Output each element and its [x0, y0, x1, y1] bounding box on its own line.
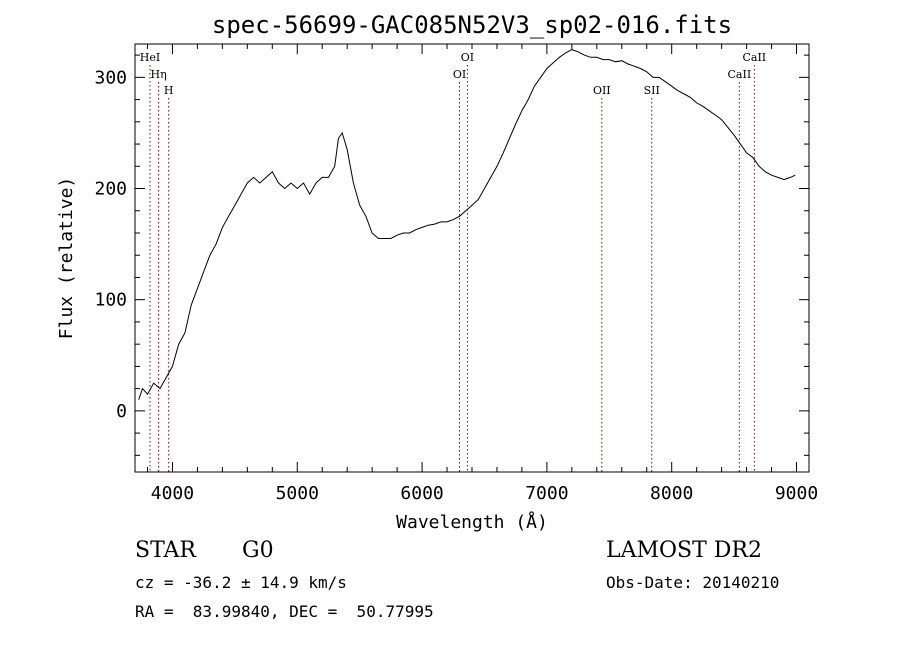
x-tick-label-0: 4000	[151, 483, 194, 504]
y-tick-label-3: 300	[94, 67, 127, 88]
line-marker-label-5: OII	[593, 84, 611, 97]
line-marker-label-1: Hη	[150, 68, 166, 81]
object-subclass: G0	[242, 538, 274, 563]
survey-name: LAMOST DR2	[606, 538, 762, 563]
y-axis-label: Flux (relative)	[56, 177, 77, 340]
line-marker-label-4: OI	[461, 51, 474, 64]
line-marker-label-7: CaII	[728, 68, 752, 81]
object-class: STAR	[135, 538, 196, 563]
plot-frame	[134, 43, 810, 473]
line-marker-label-3: OI	[453, 68, 466, 81]
y-tick-label-0: 0	[116, 401, 127, 422]
line-marker-label-6: SII	[644, 84, 660, 97]
x-tick-label-3: 7000	[525, 483, 568, 504]
line-marker-label-0: HeI	[140, 51, 160, 64]
x-axis-label: Wavelength (Å)	[396, 511, 548, 533]
x-tick-label-2: 6000	[400, 483, 443, 504]
spectrum-line	[138, 49, 796, 400]
line-marker-label-2: H	[164, 84, 174, 97]
chart-title: spec-56699-GAC085N52V3_sp02-016.fits	[212, 11, 732, 39]
x-tick-label-1: 5000	[276, 483, 319, 504]
obs-date: Obs-Date: 20140210	[606, 573, 780, 592]
x-tick-label-5: 9000	[775, 483, 818, 504]
coordinates: RA = 83.99840, DEC = 50.77995	[135, 602, 434, 621]
line-marker-label-8: CaII	[742, 51, 766, 64]
line-markers: HeI Hη H OI OI OII SII CaII CaII	[140, 51, 766, 472]
x-tick-label-4: 8000	[650, 483, 693, 504]
y-tick-label-2: 200	[94, 179, 127, 200]
axis-ticks: 4000 5000 6000 7000 8000 9000 0 100 200 300	[94, 44, 818, 504]
velocity-readout: cz = -36.2 ± 14.9 km/s	[135, 573, 347, 592]
y-tick-label-1: 100	[94, 290, 127, 311]
